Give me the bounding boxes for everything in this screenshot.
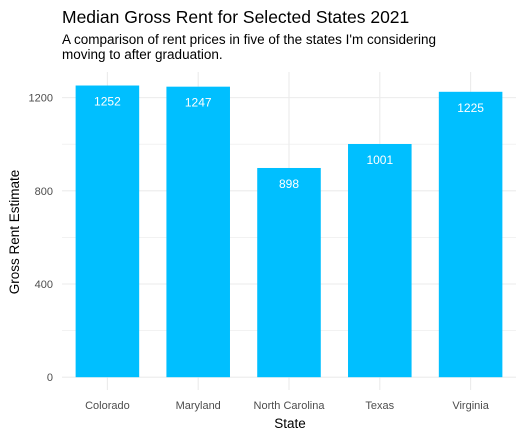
bar-value-label: 1225	[457, 101, 484, 115]
x-tick-label: Colorado	[85, 400, 130, 412]
x-tick-label: Virginia	[452, 400, 489, 412]
y-tick-label: 800	[35, 186, 53, 198]
bar-maryland	[166, 86, 230, 378]
y-tick-label: 0	[47, 372, 53, 384]
bars	[75, 85, 503, 378]
bar-value-label: 898	[279, 177, 299, 191]
y-axis-title: Gross Rent Estimate	[7, 170, 22, 295]
chart-title: Median Gross Rent for Selected States 20…	[62, 7, 410, 27]
bar-texas	[348, 143, 412, 378]
y-tick-label: 400	[35, 279, 53, 291]
bar-colorado	[75, 85, 140, 378]
bar-value-label: 1001	[366, 153, 393, 167]
x-tick-label: Texas	[365, 400, 394, 412]
value-labels: 1252 1247 898 1001 1225	[94, 95, 484, 191]
bar-value-label: 1252	[94, 95, 121, 109]
bar-north-carolina	[257, 167, 321, 378]
bar-value-label: 1247	[185, 96, 212, 110]
y-tick-label: 1200	[29, 93, 53, 105]
y-axis-ticks: 0 400 800 1200	[29, 93, 53, 385]
x-axis-ticks: Colorado Maryland North Carolina Texas Virgi…	[85, 400, 490, 412]
bar-virginia	[438, 91, 503, 378]
x-axis-title: State	[274, 416, 306, 431]
chart-subtitle: A comparison of rent prices in five of t…	[62, 32, 437, 62]
x-tick-label: Maryland	[176, 400, 221, 412]
x-tick-label: North Carolina	[254, 400, 326, 412]
